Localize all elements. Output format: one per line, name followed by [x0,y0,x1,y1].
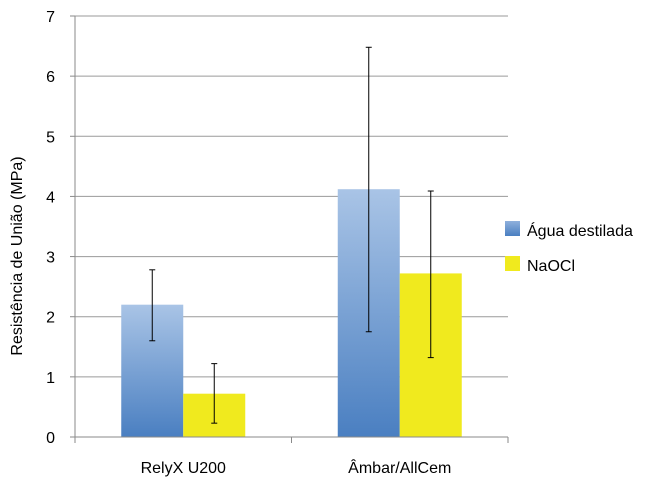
y-tick-label: 0 [46,430,55,447]
error-bars [149,46,434,424]
legend-swatch-naocl [505,256,520,271]
y-tick-label: 6 [46,69,55,86]
y-tick-label: 4 [46,189,55,206]
y-tick-label: 3 [46,250,55,267]
x-category-label: RelyX U200 [141,460,226,477]
y-tick-labels: 0 1 2 3 4 5 6 7 [46,9,55,447]
y-tick-label: 1 [46,370,55,387]
y-axis-label: Resistência de União (MPa) [9,156,26,355]
legend: Água destilada NaOCl [505,221,633,275]
x-category-labels: RelyX U200 Âmbar/AllCem [141,458,452,477]
x-category-label: Âmbar/AllCem [348,458,451,477]
y-tick-label: 2 [46,310,55,327]
axes [70,15,509,443]
legend-label-agua: Água destilada [527,221,633,240]
legend-swatch-agua [505,221,520,236]
bars [121,189,462,437]
legend-label-naocl: NaOCl [527,258,575,275]
y-tick-label: 5 [46,129,55,146]
y-tick-label: 7 [46,9,55,26]
